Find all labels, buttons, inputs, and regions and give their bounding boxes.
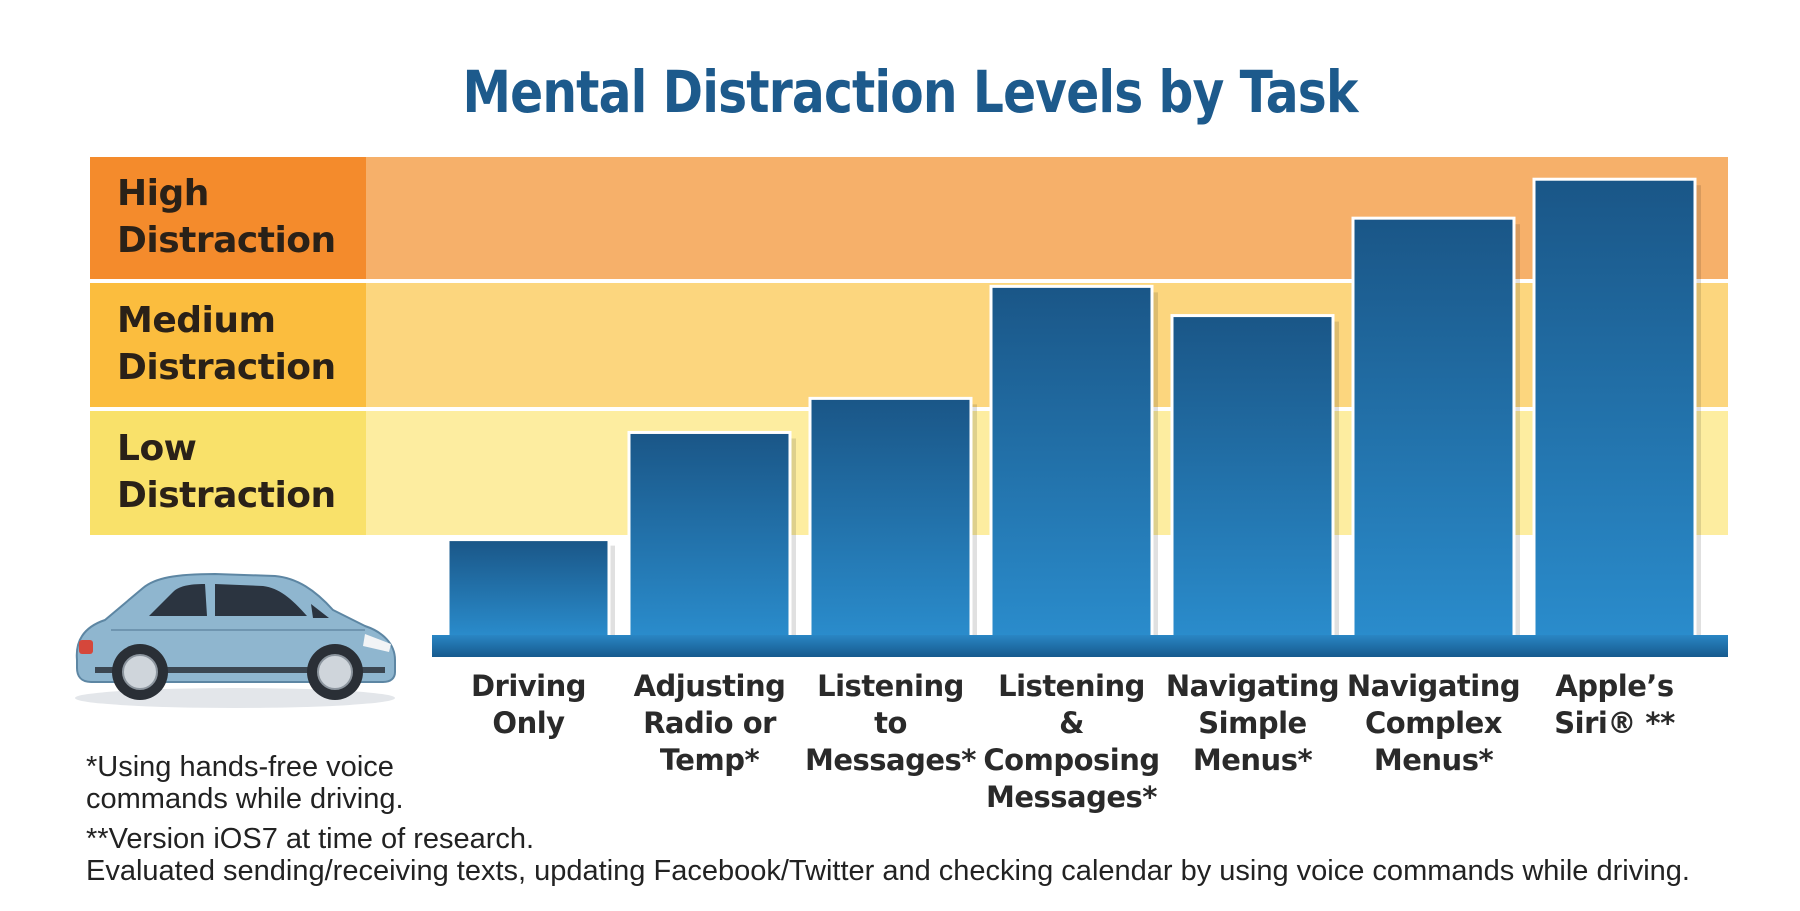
- chart-title: Mental Distraction Levels by Task: [462, 58, 1358, 126]
- bar-6: [1351, 216, 1516, 639]
- bar-3: [808, 396, 973, 639]
- category-label: Navigating Complex Menus*: [1346, 669, 1521, 778]
- bar-2: [627, 430, 792, 639]
- car-icon: [75, 572, 396, 708]
- band-low-label: Low Distraction: [117, 428, 336, 516]
- footnote-hands-free: *Using hands-free voice commands while d…: [86, 751, 404, 815]
- band-medium-label-box: Medium Distraction: [90, 283, 366, 407]
- band-low-label-box: Low Distraction: [90, 411, 366, 535]
- bar-5: [1170, 314, 1335, 639]
- bar-4: [989, 284, 1154, 639]
- bar-7: [1532, 177, 1697, 639]
- footnote-version: **Version iOS7 at time of research. Eval…: [86, 823, 1690, 887]
- x-axis-base: [432, 635, 1728, 657]
- category-label: Adjusting Radio or Temp*: [633, 669, 786, 778]
- band-medium-label: Medium Distraction: [117, 300, 336, 388]
- category-label: Navigating Simple Menus*: [1165, 669, 1340, 778]
- band-high-label-box: High Distraction: [90, 157, 366, 279]
- category-label: Driving Only: [470, 669, 587, 741]
- category-label: Listening & Composing Messages*: [983, 669, 1160, 815]
- category-label: Listening to Messages*: [805, 669, 976, 778]
- band-high-label: High Distraction: [117, 173, 336, 261]
- category-label: Apple’s Siri® **: [1554, 669, 1675, 741]
- bar-1: [446, 538, 611, 639]
- bars-group: [446, 177, 1701, 643]
